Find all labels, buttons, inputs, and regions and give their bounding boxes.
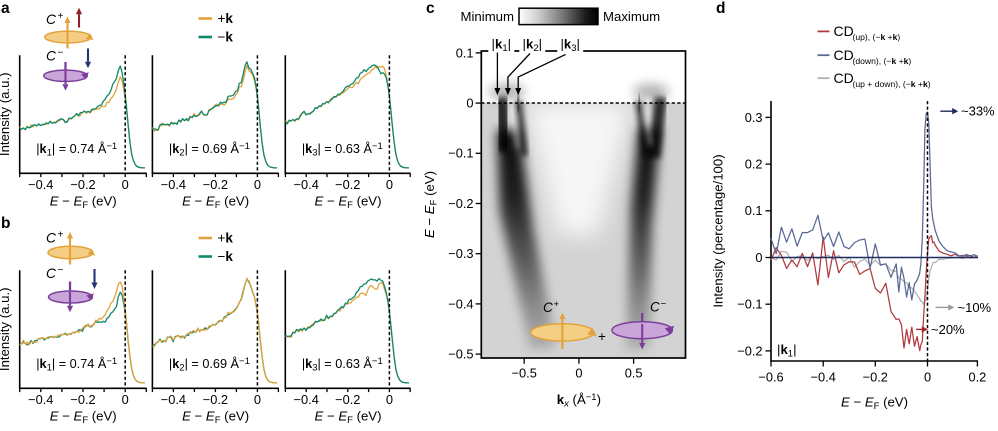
svg-text:0.2: 0.2 <box>969 370 987 385</box>
svg-text:−0.4: −0.4 <box>448 296 473 311</box>
svg-text:kx (Å−1): kx (Å−1) <box>557 392 601 410</box>
svg-text:0: 0 <box>755 250 762 265</box>
svg-text:a: a <box>1 0 10 17</box>
svg-text:CD: CD <box>834 47 854 63</box>
svg-text:−0.2: −0.2 <box>737 343 762 358</box>
svg-text:E − EF (eV): E − EF (eV) <box>50 193 117 211</box>
svg-text:|k2|: |k2| <box>523 37 543 55</box>
svg-text:−0.1: −0.1 <box>737 297 762 312</box>
svg-text:C: C <box>543 300 553 315</box>
svg-text:+k: +k <box>218 11 234 26</box>
svg-text:C: C <box>46 12 57 27</box>
svg-text:|k1|: |k1| <box>492 37 512 55</box>
svg-text:|k3|: |k3| <box>560 37 580 55</box>
svg-text:+: + <box>554 299 560 310</box>
svg-text:0: 0 <box>254 177 261 192</box>
svg-text:E − EF (eV): E − EF (eV) <box>422 171 440 238</box>
svg-text:−k: −k <box>218 249 234 264</box>
svg-text:|k3| = 0.63 Å−1: |k3| = 0.63 Å−1 <box>302 141 383 159</box>
svg-text:−0.4: −0.4 <box>811 370 836 385</box>
svg-text:|k1| = 0.74 Å−1: |k1| = 0.74 Å−1 <box>36 356 117 374</box>
svg-text:−0.2: −0.2 <box>335 177 360 192</box>
svg-text:−0.4: −0.4 <box>294 177 319 192</box>
svg-text:0: 0 <box>386 392 393 407</box>
svg-text:E − EF (eV): E − EF (eV) <box>182 193 249 211</box>
svg-text:Minimum: Minimum <box>461 9 514 24</box>
svg-text:−0.2: −0.2 <box>863 370 888 385</box>
svg-text:−0.2: −0.2 <box>203 392 228 407</box>
svg-text:E − EF (eV): E − EF (eV) <box>50 408 117 426</box>
svg-text:−0.4: −0.4 <box>161 392 186 407</box>
svg-text:−0.4: −0.4 <box>294 392 319 407</box>
svg-text:−: − <box>58 48 64 59</box>
svg-text:E − EF (eV): E − EF (eV) <box>314 408 381 426</box>
svg-text:−0.6: −0.6 <box>758 370 783 385</box>
svg-text:−0.3: −0.3 <box>448 246 473 261</box>
svg-text:C: C <box>650 300 660 315</box>
svg-text:~33%: ~33% <box>961 104 995 119</box>
svg-text:−0.4: −0.4 <box>28 392 53 407</box>
svg-text:0: 0 <box>386 177 393 192</box>
svg-text:+: + <box>598 329 606 344</box>
svg-text:−k: −k <box>218 30 234 45</box>
svg-text:−0.5: −0.5 <box>448 347 473 362</box>
svg-text:0.1: 0.1 <box>456 45 474 60</box>
svg-text:(down), (−k +k): (down), (−k +k) <box>853 56 912 66</box>
svg-text:−0.1: −0.1 <box>448 146 473 161</box>
svg-text:c: c <box>426 0 435 17</box>
svg-text:0: 0 <box>122 392 129 407</box>
svg-text:Intensity (percentage/100): Intensity (percentage/100) <box>711 154 726 307</box>
svg-text:0: 0 <box>122 177 129 192</box>
svg-text:0.5: 0.5 <box>625 366 643 381</box>
svg-text:(up + down), (−k +k): (up + down), (−k +k) <box>853 79 931 89</box>
svg-text:Intensity (a.u.): Intensity (a.u.) <box>0 73 12 157</box>
svg-text:C: C <box>46 49 57 64</box>
svg-text:0.3: 0.3 <box>745 110 763 125</box>
svg-text:d: d <box>716 0 725 17</box>
svg-text:E − EF (eV): E − EF (eV) <box>841 395 908 413</box>
svg-text:|k2| = 0.69 Å−1: |k2| = 0.69 Å−1 <box>169 141 250 159</box>
svg-text:~20%: ~20% <box>931 322 965 337</box>
svg-text:E − EF (eV): E − EF (eV) <box>314 193 381 211</box>
svg-text:0.1: 0.1 <box>745 203 763 218</box>
svg-text:CD: CD <box>834 70 854 86</box>
svg-text:−: − <box>661 299 667 310</box>
svg-text:−0.2: −0.2 <box>70 177 95 192</box>
svg-text:+k: +k <box>218 231 234 246</box>
svg-text:−0.4: −0.4 <box>28 177 53 192</box>
svg-text:|k2| = 0.69 Å−1: |k2| = 0.69 Å−1 <box>169 356 250 374</box>
svg-text:0.2: 0.2 <box>745 157 763 172</box>
svg-text:0: 0 <box>254 392 261 407</box>
svg-text:CD: CD <box>834 23 854 39</box>
svg-text:~10%: ~10% <box>958 300 992 315</box>
svg-text:0: 0 <box>924 370 931 385</box>
svg-text:−0.2: −0.2 <box>203 177 228 192</box>
svg-text:b: b <box>1 215 10 232</box>
svg-text:−0.2: −0.2 <box>448 196 473 211</box>
svg-text:+: + <box>58 11 64 22</box>
svg-text:+: + <box>58 230 64 241</box>
svg-text:0: 0 <box>466 96 473 111</box>
svg-text:Maximum: Maximum <box>603 9 660 24</box>
svg-text:C: C <box>46 266 57 281</box>
svg-text:C: C <box>46 231 57 246</box>
svg-text:−0.4: −0.4 <box>161 177 186 192</box>
svg-text:−0.5: −0.5 <box>512 366 537 381</box>
svg-text:|k1|: |k1| <box>777 342 797 360</box>
svg-text:−0.2: −0.2 <box>335 392 360 407</box>
svg-text:−: − <box>58 265 64 276</box>
svg-text:Intensity (a.u.): Intensity (a.u.) <box>0 288 12 372</box>
svg-text:0: 0 <box>575 366 582 381</box>
svg-text:|k1| = 0.74 Å−1: |k1| = 0.74 Å−1 <box>36 141 117 159</box>
svg-text:−0.2: −0.2 <box>70 392 95 407</box>
svg-text:(up), (−k +k): (up), (−k +k) <box>853 32 901 42</box>
svg-text:E − EF (eV): E − EF (eV) <box>182 408 249 426</box>
svg-text:|k3| = 0.63 Å−1: |k3| = 0.63 Å−1 <box>302 356 383 374</box>
